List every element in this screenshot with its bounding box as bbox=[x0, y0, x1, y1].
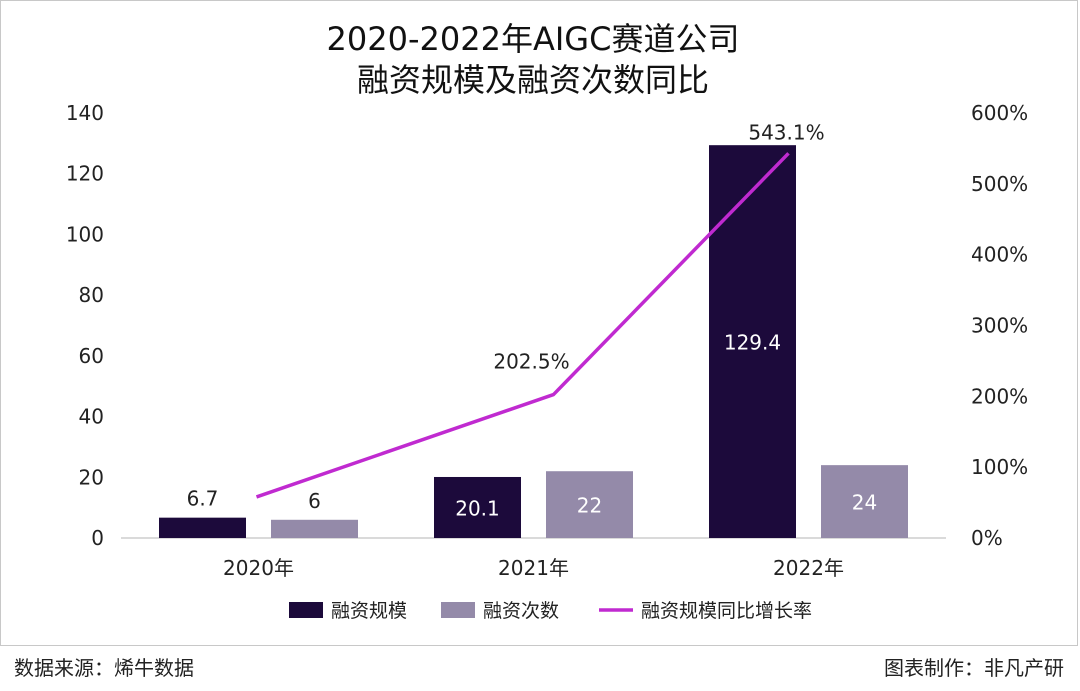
legend-swatch bbox=[289, 602, 323, 618]
line-data-label: 543.1% bbox=[748, 120, 824, 144]
bar-data-label: 22 bbox=[577, 494, 602, 518]
y-right-tick-label: 400% bbox=[971, 243, 1028, 267]
bar-count bbox=[821, 465, 908, 538]
bar-data-label: 6.7 bbox=[187, 487, 219, 511]
bar-amount bbox=[434, 476, 521, 538]
chart-title-line2: 融资规模及融资次数同比 bbox=[357, 61, 709, 99]
bar-count bbox=[271, 519, 358, 538]
chart-frame: 2020-2022年AIGC赛道公司 融资规模及融资次数同比 0 20 40 60 80… bbox=[0, 0, 1078, 646]
legend-swatch bbox=[441, 602, 475, 618]
bar-data-label: 129.4 bbox=[724, 331, 781, 355]
bar-amount bbox=[159, 517, 246, 538]
y-right-tick-label: 200% bbox=[971, 384, 1028, 408]
legend-label: 融资规模 bbox=[331, 600, 407, 622]
y-left-tick-label: 80 bbox=[79, 283, 104, 307]
y-right-tick-label: 100% bbox=[971, 455, 1028, 479]
y-left-tick-label: 60 bbox=[79, 344, 104, 368]
legend-label: 融资次数 bbox=[483, 600, 559, 622]
y-left-tick-label: 40 bbox=[79, 405, 104, 429]
y-left-tick-label: 0 bbox=[91, 526, 104, 550]
x-tick-label: 2022年 bbox=[773, 556, 844, 580]
y-right-tick-label: 0% bbox=[971, 526, 1003, 550]
growth-rate-line bbox=[255, 152, 790, 499]
y-left-tick-label: 120 bbox=[66, 162, 104, 186]
bar-data-label: 24 bbox=[852, 491, 877, 515]
bar-data-label: 6 bbox=[308, 489, 321, 513]
y-right-tick-label: 600% bbox=[971, 101, 1028, 125]
chart-title-line1: 2020-2022年AIGC赛道公司 bbox=[327, 20, 740, 58]
bar-data-label: 20.1 bbox=[455, 496, 500, 520]
bar-count bbox=[546, 471, 633, 538]
x-tick-label: 2021年 bbox=[498, 556, 569, 580]
bar-amount bbox=[709, 145, 796, 538]
x-tick-label: 2020年 bbox=[223, 556, 294, 580]
y-right-tick-label: 500% bbox=[971, 172, 1028, 196]
y-left-tick-label: 140 bbox=[66, 101, 104, 125]
y-left-tick-label: 20 bbox=[79, 465, 104, 489]
legend: 融资规模 融资次数 融资规模同比增长率 bbox=[289, 600, 812, 622]
y-right-tick-label: 300% bbox=[971, 314, 1028, 338]
line-data-label: 202.5% bbox=[493, 350, 569, 374]
legend-label: 融资规模同比增长率 bbox=[641, 600, 812, 622]
chart-credit-note: 图表制作：非凡产研 bbox=[884, 656, 1064, 680]
data-source-note: 数据来源：烯牛数据 bbox=[14, 656, 194, 680]
chart: 2020-2022年AIGC赛道公司 融资规模及融资次数同比 0 20 40 60 80… bbox=[66, 20, 1028, 622]
y-left-tick-label: 100 bbox=[66, 222, 104, 246]
